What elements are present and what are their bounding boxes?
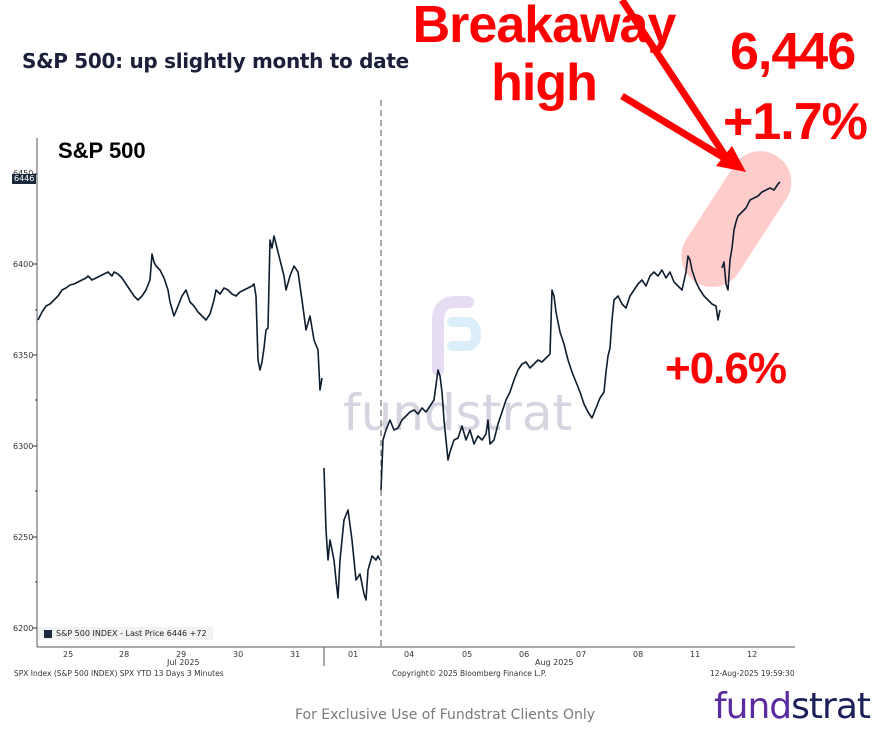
month-change-annotation: +1.7% xyxy=(723,93,868,151)
svg-text:6300: 6300 xyxy=(13,442,33,451)
svg-text:08: 08 xyxy=(633,650,643,659)
chart-source-info: SPX Index (S&P 500 INDEX) SPX YTD 13 Day… xyxy=(14,669,224,678)
svg-text:6450: 6450 xyxy=(13,169,33,178)
svg-text:07: 07 xyxy=(576,650,586,659)
logo-strat: strat xyxy=(791,686,871,727)
arrow-icon xyxy=(619,0,746,172)
svg-text:28: 28 xyxy=(119,650,129,659)
aug-month-label: Aug 2025 xyxy=(535,658,574,667)
svg-text:06: 06 xyxy=(519,650,529,659)
svg-text:fundstrat: fundstrat xyxy=(343,384,572,442)
logo-fund: fund xyxy=(714,686,792,727)
svg-text:25: 25 xyxy=(63,650,73,659)
price-annotation: 6,446 xyxy=(730,23,856,81)
legend-swatch-icon xyxy=(44,629,52,638)
svg-text:6200: 6200 xyxy=(13,624,33,633)
prior-change-annotation: +0.6% xyxy=(665,344,787,393)
jul-month-label: Jul 2025 xyxy=(166,658,200,667)
chart-label: S&P 500 xyxy=(58,138,146,163)
last-price-tag: 6446 xyxy=(12,174,37,184)
price-line xyxy=(37,181,781,601)
fundstrat-logo: fundstrat xyxy=(714,686,871,727)
disclaimer-text: For Exclusive Use of Fundstrat Clients O… xyxy=(294,707,596,723)
svg-text:01: 01 xyxy=(348,650,358,659)
fundstrat-watermark: fundstrat xyxy=(343,296,572,442)
chart-legend: S&P 500 INDEX - Last Price 6446 +72 xyxy=(38,627,213,640)
copyright-text: Copyright© 2025 Bloomberg Finance L.P. xyxy=(392,669,547,678)
svg-text:04: 04 xyxy=(404,650,414,659)
svg-text:05: 05 xyxy=(462,650,472,659)
breakaway-annotation: Breakaway high xyxy=(412,0,677,112)
svg-text:6400: 6400 xyxy=(13,260,33,269)
page-title: S&P 500: up slightly month to date xyxy=(22,49,409,73)
svg-text:6350: 6350 xyxy=(13,351,33,360)
chart-timestamp: 12-Aug-2025 19:59:30 xyxy=(710,669,795,678)
svg-text:12: 12 xyxy=(747,650,757,659)
legend-text: S&P 500 INDEX - Last Price 6446 +72 xyxy=(56,629,207,638)
svg-text:29: 29 xyxy=(176,650,186,659)
svg-text:11: 11 xyxy=(690,650,700,659)
y-axis-ticks: 6400 6350 6300 6250 6200 6450 xyxy=(13,169,37,633)
x-axis-labels: 25 28 29 30 31 01 04 05 06 07 08 11 12 xyxy=(63,650,757,659)
svg-text:6250: 6250 xyxy=(13,533,33,542)
svg-text:31: 31 xyxy=(290,650,300,659)
svg-text:30: 30 xyxy=(233,650,243,659)
